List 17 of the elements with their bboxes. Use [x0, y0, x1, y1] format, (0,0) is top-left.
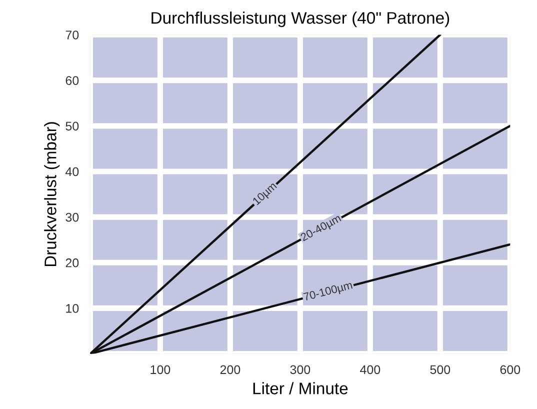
x-tick-label: 200	[220, 365, 240, 374]
x-tick-label: 500	[430, 365, 450, 374]
x-tick-label: 400	[360, 365, 380, 374]
y-tick-label: 40	[65, 167, 79, 176]
x-axis-title: Liter / Minute	[253, 382, 348, 394]
y-tick-label: 10	[66, 304, 79, 313]
annotation: 70-100µm	[303, 280, 354, 304]
y-axis-title: Druckverlust (mbar)	[44, 122, 60, 266]
y-tick-label: 50	[66, 122, 79, 131]
x-tick-label: 600	[500, 365, 520, 374]
chart-title: Durchflussleistung Wasser (40" Patrone)	[152, 12, 450, 28]
x-tick-label: 300	[290, 365, 310, 374]
y-tick-label: 60	[66, 76, 79, 85]
y-tick-label: 20	[66, 258, 79, 268]
x-tick-label: 100	[150, 365, 170, 374]
y-tick-label: 70	[66, 30, 79, 40]
y-tick-label: 30	[66, 212, 79, 222]
